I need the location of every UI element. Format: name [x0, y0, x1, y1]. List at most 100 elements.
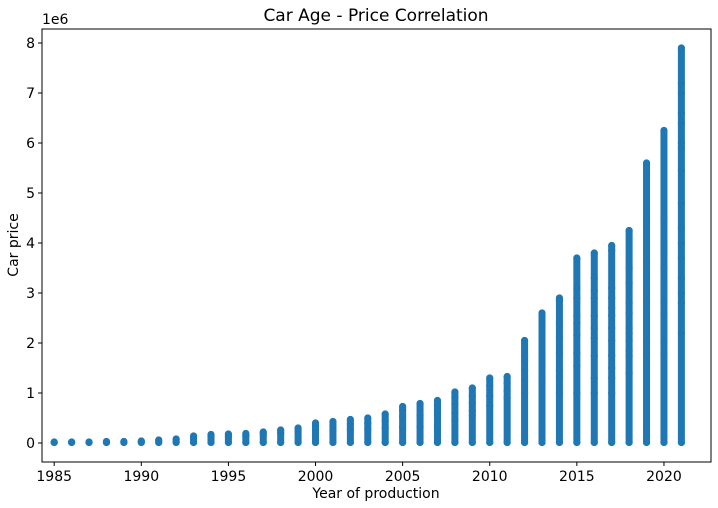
scatter-point [642, 159, 651, 167]
scatter-point [590, 374, 598, 382]
scatter-point [590, 334, 598, 342]
plot-frame [41, 28, 712, 463]
scatter-point [573, 294, 581, 302]
points-layer [50, 44, 685, 447]
scatter-point [311, 438, 320, 447]
y-tick-label: 4 [26, 236, 35, 252]
scatter-point [555, 319, 564, 327]
x-tick-label: 2010 [472, 469, 508, 485]
scatter-point [573, 284, 581, 292]
scatter-point [677, 79, 685, 87]
scatter-point [381, 416, 389, 425]
scatter-point [573, 349, 581, 357]
scatter-point [451, 409, 459, 417]
scatter-point [120, 437, 128, 446]
scatter-point [590, 351, 598, 360]
scatter-point [277, 438, 285, 447]
scatter-point [590, 286, 598, 295]
scatter-point [625, 226, 633, 235]
scatter-point [660, 349, 668, 357]
scatter-point [538, 351, 546, 360]
scatter-point [608, 389, 616, 397]
scatter-point [503, 386, 511, 395]
x-tick-label: 2005 [385, 469, 421, 485]
scatter-point [642, 171, 651, 180]
scatter-point [399, 438, 407, 447]
scatter-point [677, 224, 685, 232]
scatter-point [590, 324, 598, 332]
scatter-point [520, 351, 529, 360]
scatter-point [468, 406, 476, 415]
scatter-point [677, 166, 685, 175]
scatter-point [625, 299, 633, 307]
scatter-point [608, 304, 616, 312]
scatter-point [590, 438, 598, 447]
scatter-point [677, 139, 685, 147]
scatter-point [468, 391, 476, 400]
scatter-point [433, 406, 442, 415]
scatter-point [451, 416, 459, 425]
scatter-point [433, 421, 442, 430]
x-axis-label: Year of production [311, 486, 439, 502]
scatter-point [573, 438, 581, 447]
scatter-point [172, 435, 180, 443]
scatter-point [538, 438, 546, 447]
scatter-point [503, 379, 511, 387]
y-axis-ticks: 0 1 2 3 4 5 6 7 8 [26, 36, 42, 452]
scatter-point [608, 246, 616, 255]
scatter-point [677, 44, 685, 52]
scatter-point [381, 424, 389, 432]
scatter-point [555, 438, 564, 447]
scatter-point [677, 144, 685, 152]
y-tick-label: 7 [26, 86, 35, 102]
scatter-point [259, 428, 267, 436]
scatter-point [590, 249, 598, 257]
y-tick-label: 8 [26, 36, 35, 52]
scatter-point [399, 413, 407, 421]
x-tick-label: 1990 [123, 469, 159, 485]
scatter-point [137, 437, 145, 445]
scatter-point [468, 411, 476, 420]
scatter-point [642, 249, 651, 257]
scatter-point [346, 415, 354, 424]
scatter-point [85, 438, 93, 446]
scatter-point [642, 359, 651, 367]
scatter-point [555, 349, 564, 357]
scatter-point [573, 361, 581, 370]
scatter-point [660, 249, 668, 257]
scatter-point [608, 364, 616, 372]
scatter-point [677, 329, 685, 337]
scatter-point [416, 411, 424, 420]
scatter-point [520, 336, 529, 345]
scatter-point [677, 274, 685, 282]
scatter-point [468, 399, 476, 407]
scatter-point [451, 400, 459, 408]
scatter-point [538, 316, 546, 325]
scatter-point [660, 299, 668, 307]
scatter-point [573, 254, 581, 262]
scatter-point [329, 438, 337, 447]
scatter-point [468, 438, 476, 447]
scatter-point [346, 425, 354, 434]
scatter-point [677, 299, 685, 307]
scatter-point [608, 438, 616, 447]
scatter-point [608, 374, 616, 382]
scatter-point [590, 389, 598, 397]
scatter-point [207, 438, 215, 447]
scatter-point [642, 438, 651, 447]
scatter-point [520, 376, 529, 385]
scatter-point [608, 311, 616, 320]
scatter-point [625, 324, 633, 332]
scatter-point [677, 119, 685, 127]
y-tick-label: 0 [26, 436, 35, 452]
scatter-point [451, 438, 459, 447]
scatter-point [573, 331, 581, 340]
x-tick-label: 2020 [646, 469, 682, 485]
scatter-point [451, 388, 459, 396]
scatter-point [660, 339, 668, 347]
scatter-point [364, 419, 372, 427]
scatter-point [642, 339, 651, 347]
scatter-point [520, 366, 529, 375]
scatter-point [520, 389, 529, 397]
